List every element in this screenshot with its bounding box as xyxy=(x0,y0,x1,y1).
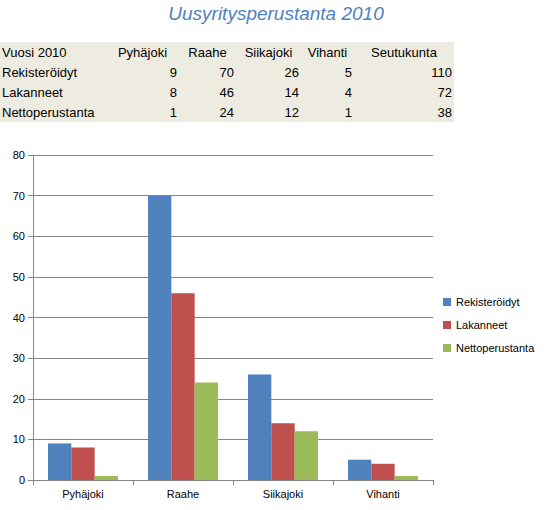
html-text:Nettoperustanta: Nettoperustanta xyxy=(2,104,95,120)
svg-text:Nettoperustanta: Nettoperustanta xyxy=(456,342,535,354)
svg-text:80: 80 xyxy=(13,149,25,161)
html-text:46: 46 xyxy=(219,84,234,100)
html-text:4: 4 xyxy=(344,84,352,100)
html-text:Lakanneet: Lakanneet xyxy=(2,84,63,100)
html-text:Uusyritysperustanta 2010: Uusyritysperustanta 2010 xyxy=(168,3,384,24)
html-text:Seutukunta: Seutukunta xyxy=(371,44,437,60)
svg-text:Pyhäjoki: Pyhäjoki xyxy=(62,488,104,500)
html-text:1: 1 xyxy=(169,104,177,120)
html-text:70: 70 xyxy=(219,64,234,80)
html-text:Siikajoki: Siikajoki xyxy=(244,44,293,60)
html-text:Pyhäjoki: Pyhäjoki xyxy=(117,44,168,60)
html-text:1: 1 xyxy=(344,104,352,120)
svg-text:20: 20 xyxy=(13,393,25,405)
svg-text:40: 40 xyxy=(13,312,25,324)
svg-text:0: 0 xyxy=(19,474,25,486)
svg-text:Vihanti: Vihanti xyxy=(366,488,399,500)
html-text:110: 110 xyxy=(431,64,452,80)
html-text:8: 8 xyxy=(169,84,177,100)
svg-text:Raahe: Raahe xyxy=(167,488,199,500)
html-text:72: 72 xyxy=(437,84,452,100)
svg-text:50: 50 xyxy=(13,271,25,283)
html-text:12: 12 xyxy=(284,104,299,120)
html-text:5: 5 xyxy=(344,64,352,80)
html-text:Vihanti: Vihanti xyxy=(307,44,348,60)
html-text:Rekisteröidyt: Rekisteröidyt xyxy=(2,64,78,80)
html-text:24: 24 xyxy=(219,104,234,120)
html-text:26: 26 xyxy=(284,64,299,80)
html-text:Raahe: Raahe xyxy=(188,44,227,60)
svg-text:30: 30 xyxy=(13,352,25,364)
svg-text:Rekisteröidyt: Rekisteröidyt xyxy=(456,296,520,308)
svg-text:Lakanneet: Lakanneet xyxy=(456,319,507,331)
html-text:9: 9 xyxy=(169,64,177,80)
svg-text:70: 70 xyxy=(13,190,25,202)
html-text:14: 14 xyxy=(284,84,299,100)
html-text:Vuosi 2010: Vuosi 2010 xyxy=(2,44,67,60)
svg-text:10: 10 xyxy=(13,433,25,445)
svg-text:60: 60 xyxy=(13,230,25,242)
html-text:38: 38 xyxy=(437,104,452,120)
svg-text:Siikajoki: Siikajoki xyxy=(263,488,303,500)
